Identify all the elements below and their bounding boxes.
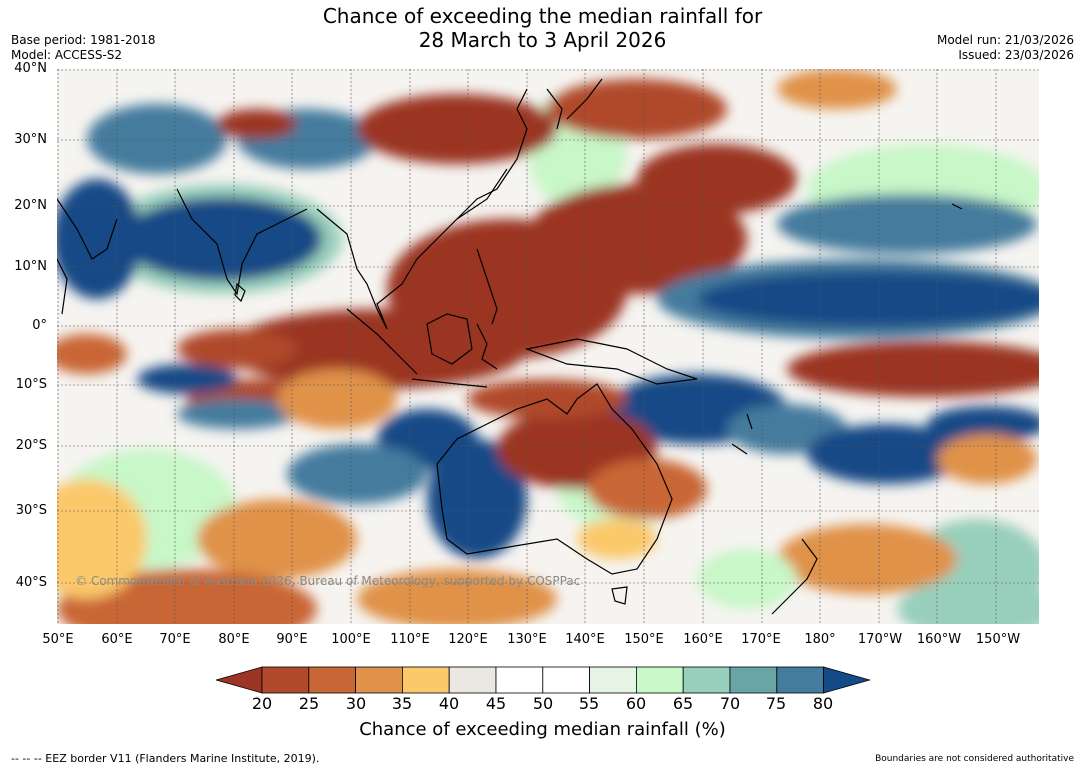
lon-label-100e: 100°E [331, 632, 371, 647]
lon-label-110e: 110°E [390, 632, 430, 647]
lon-label-90e: 90°E [276, 632, 308, 647]
lon-label-170w: 170°W [857, 632, 903, 647]
colorbar-segment [589, 666, 637, 694]
new-zealand [771, 538, 818, 615]
colorbar-tick: 35 [391, 694, 413, 713]
lon-label-180: 180° [804, 632, 836, 647]
lon-label-150e: 150°E [624, 632, 664, 647]
rainfall-map [57, 69, 1039, 624]
colorbar-tick: 30 [345, 694, 367, 713]
lon-label-160e: 160°E [683, 632, 723, 647]
base-period: Base period: 1981-2018 [11, 33, 156, 47]
colorbar-tick: 70 [719, 694, 741, 713]
new-caledonia [731, 443, 748, 455]
lon-label-140e: 140°E [565, 632, 605, 647]
colorbar-label: Chance of exceeding median rainfall (%) [359, 719, 726, 740]
meta-left: Base period: 1981-2018 Model: ACCESS-S2 [11, 33, 156, 63]
lat-label-20s: 20°S [15, 438, 47, 453]
graticule [57, 69, 1039, 624]
colorbar-tick: 65 [672, 694, 694, 713]
india-coast [176, 188, 308, 296]
model-name: Model: ACCESS-S2 [11, 48, 123, 62]
hawaii [951, 203, 963, 210]
colorbar-segment [729, 666, 778, 694]
colorbar-tick: 50 [532, 694, 554, 713]
chart-title: Chance of exceeding the median rainfall … [0, 4, 1085, 52]
lon-label-130e: 130°E [507, 632, 547, 647]
sri-lanka [234, 282, 246, 303]
model-run: Model run: 21/03/2026 [936, 33, 1074, 47]
colorbar-tick: 55 [578, 694, 600, 713]
new-guinea [524, 338, 698, 385]
australia [436, 383, 673, 575]
lon-label-70e: 70°E [159, 632, 191, 647]
tasmania [611, 586, 628, 605]
rainfall-field [57, 69, 1039, 624]
colorbar-segment [542, 666, 590, 694]
copyright-notice: © Commonwealth of Australia 2026, Bureau… [75, 574, 581, 588]
java [411, 378, 488, 388]
vanuatu [746, 413, 753, 430]
colorbar-segment [635, 666, 684, 694]
coastlines [57, 78, 963, 615]
colorbar-tick: 20 [251, 694, 273, 713]
colorbar-tick: 75 [765, 694, 787, 713]
lon-label-80e: 80°E [218, 632, 250, 647]
lon-label-160w: 160°W [916, 632, 962, 647]
lon-label-150w: 150°W [975, 632, 1021, 647]
lon-label-120e: 120°E [448, 632, 488, 647]
china-coast [456, 88, 528, 220]
map-canvas [57, 69, 1039, 624]
lat-label-30n: 30°N [14, 132, 47, 147]
lat-label-0: 0° [32, 318, 47, 333]
meta-right: Model run: 21/03/2026 Issued: 23/03/2026 [937, 33, 1074, 63]
lat-label-20n: 20°N [14, 198, 47, 213]
colorbar-tick: 40 [438, 694, 460, 713]
colorbar-segment [495, 666, 544, 694]
colorbar-segments [216, 666, 871, 694]
colorbar-segment [448, 666, 497, 694]
colorbar [216, 666, 871, 694]
colorbar-segment [355, 666, 403, 694]
colorbar-extend-high [823, 666, 871, 694]
lat-label-10s: 10°S [15, 377, 47, 392]
korea-japan [546, 78, 603, 130]
title-line-2: 28 March to 3 April 2026 [418, 28, 667, 52]
lat-label-30s: 30°S [15, 503, 47, 518]
colorbar-segment [682, 666, 731, 694]
lat-label-40s: 40°S [15, 575, 47, 590]
lon-label-50e: 50°E [42, 632, 74, 647]
colorbar-tick: 80 [812, 694, 834, 713]
colorbar-tick: 25 [298, 694, 320, 713]
boundaries-disclaimer: Boundaries are not considered authoritat… [875, 754, 1074, 764]
colorbar-tick: 60 [625, 694, 647, 713]
lon-label-60e: 60°E [101, 632, 133, 647]
colorbar-segment [401, 666, 450, 694]
colorbar-segment [308, 666, 357, 694]
sumatra [346, 308, 418, 375]
colorbar-segment [261, 666, 310, 694]
lat-label-40n: 40°N [14, 61, 47, 76]
colorbar-segment [776, 666, 824, 694]
lat-label-10n: 10°N [14, 259, 47, 274]
africa-coast [57, 258, 68, 315]
philippines [476, 248, 498, 325]
eez-border-note: -- -- -- EEZ border V11 (Flanders Marine… [11, 752, 320, 765]
title-line-1: Chance of exceeding the median rainfall … [322, 4, 763, 28]
arabia-coast [57, 198, 118, 260]
sulawesi [476, 323, 498, 370]
lon-label-170e: 170°E [741, 632, 781, 647]
colorbar-tick: 45 [485, 694, 507, 713]
issued-date: Issued: 23/03/2026 [958, 48, 1074, 62]
colorbar-extend-low [216, 666, 263, 694]
borneo [426, 313, 473, 365]
